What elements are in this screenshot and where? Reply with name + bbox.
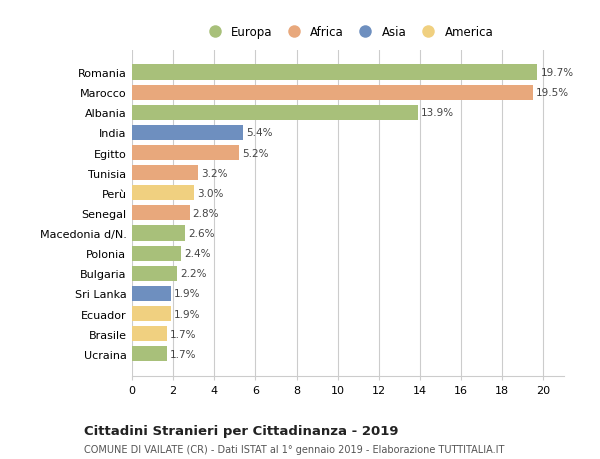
Text: 3.0%: 3.0% <box>197 188 223 198</box>
Text: 2.8%: 2.8% <box>193 208 219 218</box>
Text: 2.4%: 2.4% <box>184 249 211 258</box>
Bar <box>132 226 185 241</box>
Bar <box>132 126 243 140</box>
Bar <box>132 65 537 80</box>
Bar <box>132 246 181 261</box>
Bar <box>132 206 190 221</box>
Text: 3.2%: 3.2% <box>201 168 227 178</box>
Bar <box>132 85 533 101</box>
Text: 1.7%: 1.7% <box>170 329 197 339</box>
Bar <box>132 347 167 362</box>
Text: COMUNE DI VAILATE (CR) - Dati ISTAT al 1° gennaio 2019 - Elaborazione TUTTITALIA: COMUNE DI VAILATE (CR) - Dati ISTAT al 1… <box>84 444 505 454</box>
Text: 5.2%: 5.2% <box>242 148 269 158</box>
Bar <box>132 186 194 201</box>
Bar <box>132 266 177 281</box>
Text: Cittadini Stranieri per Cittadinanza - 2019: Cittadini Stranieri per Cittadinanza - 2… <box>84 425 398 437</box>
Bar <box>132 146 239 161</box>
Bar <box>132 306 171 321</box>
Text: 19.7%: 19.7% <box>541 68 574 78</box>
Text: 13.9%: 13.9% <box>421 108 454 118</box>
Legend: Europa, Africa, Asia, America: Europa, Africa, Asia, America <box>200 24 496 41</box>
Bar <box>132 106 418 121</box>
Text: 19.5%: 19.5% <box>536 88 569 98</box>
Bar <box>132 166 198 181</box>
Text: 2.2%: 2.2% <box>181 269 207 279</box>
Text: 1.9%: 1.9% <box>174 309 200 319</box>
Bar <box>132 326 167 341</box>
Text: 5.4%: 5.4% <box>246 128 272 138</box>
Bar <box>132 286 171 301</box>
Text: 1.7%: 1.7% <box>170 349 197 359</box>
Text: 2.6%: 2.6% <box>188 229 215 239</box>
Text: 1.9%: 1.9% <box>174 289 200 299</box>
